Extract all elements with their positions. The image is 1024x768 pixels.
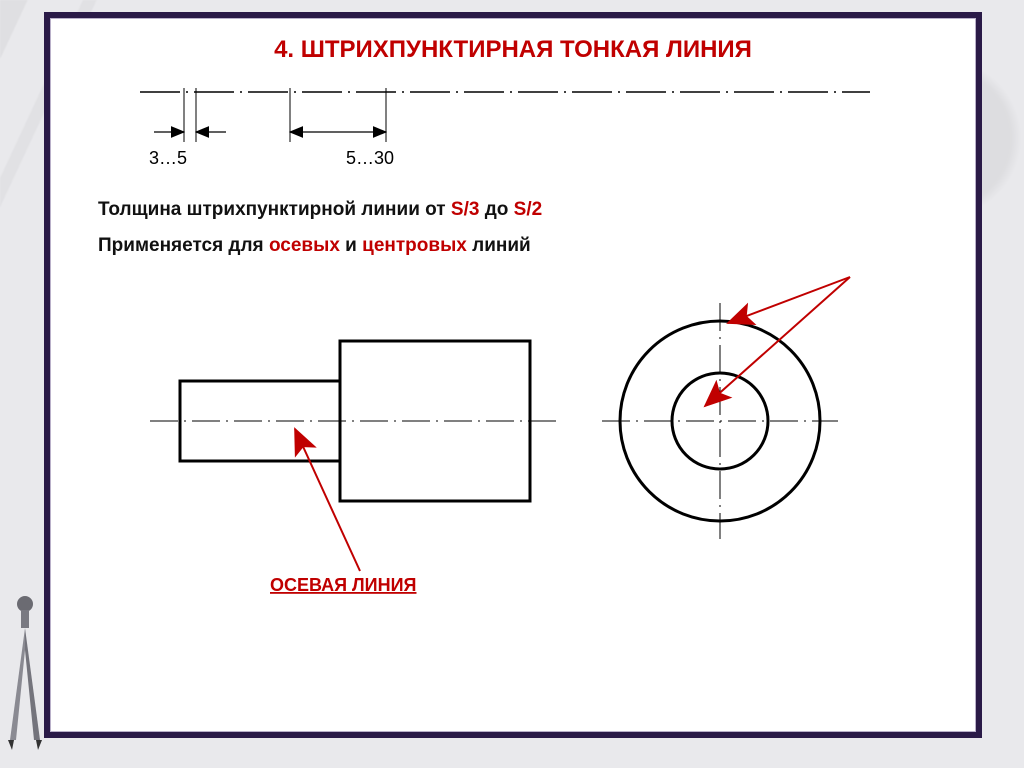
title-text: 4. ШТРИХПУНКТИРНАЯ ТОНКАЯ ЛИНИЯ xyxy=(274,36,752,63)
thickness-paragraph: Толщина штрихпунктирной линии от S/3 до … xyxy=(98,199,928,221)
gap-dim-label: 3…5 xyxy=(149,148,187,168)
dashdot-spec-figure: 3…5 5…30 xyxy=(50,64,976,179)
usage-and: и xyxy=(340,235,362,256)
main-drawing-wrap: ЦЕНТРОВЫЕ ЛИНИИ ОСЕВАЯ ЛИНИЯ xyxy=(50,271,976,636)
axial-line-label: ОСЕВАЯ ЛИНИЯ xyxy=(270,575,417,595)
slide-frame: 4. ШТРИХПУНКТИРНАЯ ТОНКАЯ ЛИНИЯ 3…5 xyxy=(44,12,982,738)
main-drawing-svg: ЦЕНТРОВЫЕ ЛИНИИ ОСЕВАЯ ЛИНИЯ xyxy=(80,271,960,631)
slide-body: Толщина штрихпунктирной линии от S/3 до … xyxy=(50,179,976,257)
thickness-to: до xyxy=(479,199,513,220)
s-over-3: S/3 xyxy=(451,199,480,220)
usage-prefix: Применяется для xyxy=(98,235,269,256)
dash-dim-label: 5…30 xyxy=(346,148,394,168)
usage-axial-word: осевых xyxy=(269,235,340,256)
slide-title: 4. ШТРИХПУНКТИРНАЯ ТОНКАЯ ЛИНИЯ xyxy=(50,18,976,64)
thickness-prefix: Толщина штрихпунктирной линии от xyxy=(98,199,451,220)
usage-suffix: линий xyxy=(467,235,531,256)
s-over-2: S/2 xyxy=(514,199,543,220)
usage-paragraph: Применяется для осевых и центровых линий xyxy=(98,235,928,257)
usage-center-word: центровых xyxy=(362,235,467,256)
dashdot-spec-svg: 3…5 5…30 xyxy=(50,64,910,174)
